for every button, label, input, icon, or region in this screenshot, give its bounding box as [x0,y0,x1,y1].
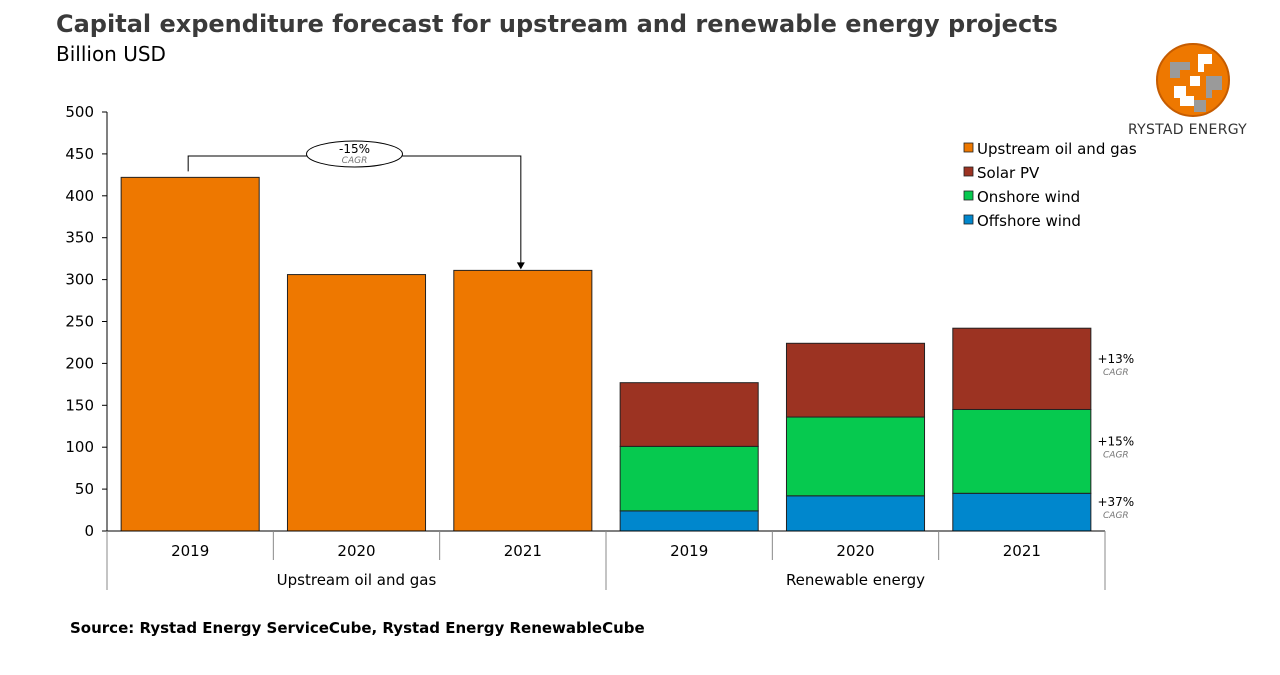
chart-subtitle: Billion USD [56,42,166,66]
bar-upstream-oil-and-gas [286,274,427,532]
cagr-sublabel: CAGR [342,156,368,166]
y-tick-label: 0 [84,522,94,540]
cagr-sublabel: CAGR [1103,368,1129,378]
logo-wordmark: RYSTAD ENERGY [1128,122,1248,138]
y-tick-label: 450 [65,145,94,163]
cagr-sublabel: CAGR [1103,511,1129,521]
bar-upstream-oil-and-gas [453,269,593,532]
legend-swatch [963,142,974,153]
y-tick-label: 500 [65,103,94,121]
legend-label: Onshore wind [977,188,1080,206]
y-tick-label: 50 [75,480,94,498]
x-tick-label: 2020 [836,542,874,560]
cagr-sublabel: CAGR [1103,450,1129,460]
x-tick-label: 2019 [670,542,708,560]
y-tick-label: 400 [65,187,94,205]
bar-offshore-wind [619,510,759,532]
legend-swatch [963,190,974,201]
x-tick-label: 2020 [337,542,375,560]
cagr-value: +13% [1097,352,1134,366]
y-tick-label: 250 [65,313,94,331]
source-note: Source: Rystad Energy ServiceCube, Rysta… [70,619,645,637]
legend-label: Solar PV [977,164,1040,182]
x-group-label: Upstream oil and gas [277,571,437,589]
bar-solar-pv [952,327,1092,410]
x-group-label: Renewable energy [786,571,925,589]
x-tick-label: 2019 [171,542,209,560]
chart-title: Capital expenditure forecast for upstrea… [56,10,1058,38]
y-tick-label: 200 [65,354,94,372]
x-tick-label: 2021 [1003,542,1041,560]
y-tick-label: 100 [65,438,94,456]
cagr-value: +15% [1097,434,1134,448]
cagr-value: -15% [339,142,370,156]
legend-label: Offshore wind [977,212,1081,230]
cagr-value: +37% [1097,495,1134,509]
y-tick-label: 300 [65,271,94,289]
legend-label: Upstream oil and gas [977,140,1137,158]
rystad-globe-logo-icon [1150,40,1236,120]
bar-onshore-wind [785,416,926,497]
bar-solar-pv [619,382,759,447]
bar-onshore-wind [952,408,1092,494]
y-tick-label: 150 [65,396,94,414]
bar-offshore-wind [952,492,1092,532]
bar-solar-pv [785,342,926,418]
legend-swatch [963,166,974,177]
cagr-bubble [306,140,403,168]
cagr-arrowhead [516,262,525,270]
bar-upstream-oil-and-gas [120,176,260,532]
x-tick-label: 2021 [504,542,542,560]
bar-offshore-wind [785,495,926,532]
y-tick-label: 350 [65,229,94,247]
bar-onshore-wind [619,445,759,512]
legend-swatch [963,214,974,225]
